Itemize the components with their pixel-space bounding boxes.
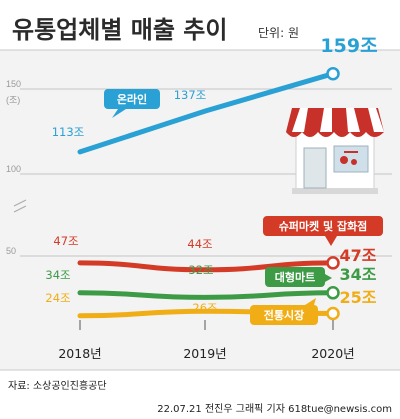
series-tag-label: 슈퍼마켓 및 잡화점: [279, 219, 368, 233]
series-tag-pointer: [325, 274, 332, 282]
data-label: 24조: [45, 291, 70, 305]
data-point: [326, 286, 340, 300]
credit-text: 22.07.21 전진우 그래픽 기자 618tue@newsis.com: [157, 403, 392, 415]
data-label: 137조: [174, 88, 207, 102]
data-label: 159조: [320, 35, 377, 57]
series-tag-pointer: [325, 236, 337, 246]
x-tick-label: 2020년: [311, 346, 354, 361]
series-tag-pointer: [305, 298, 316, 305]
series-tag-label: 대형마트: [275, 270, 315, 284]
series-line: [77, 290, 336, 300]
data-label: 25조: [340, 288, 377, 307]
data-label: 113조: [52, 125, 85, 139]
series-tag-label: 전통시장: [264, 308, 304, 322]
series-tag-box: [263, 216, 383, 236]
data-point: [326, 66, 340, 81]
axis-break: [13, 199, 27, 207]
series-tag-box: [250, 305, 318, 325]
data-label: 34조: [340, 265, 377, 284]
data-label: 26조: [192, 301, 217, 315]
y-unit-label: (조): [6, 95, 20, 105]
series-tag-box: [104, 89, 160, 109]
axis-break: [13, 205, 27, 213]
series-tag-box: [265, 267, 325, 287]
chart-title: 유통업체별 매출 추이: [12, 16, 227, 44]
store-icon: [286, 108, 384, 194]
y-tick-label: 50: [6, 246, 16, 256]
x-tick-label: 2018년: [58, 346, 101, 361]
data-label: 32조: [188, 263, 213, 277]
data-label: 34조: [45, 268, 70, 282]
series-tag-pointer: [112, 109, 126, 118]
series-line: [77, 71, 336, 155]
data-point: [326, 306, 340, 321]
y-tick-label: 150: [6, 79, 21, 89]
data-label: 47조: [340, 246, 377, 265]
series-tag-label: 온라인: [117, 92, 147, 106]
x-tick-label: 2019년: [183, 346, 226, 361]
y-tick-label: 100: [6, 164, 21, 174]
data-label: 44조: [187, 237, 212, 251]
data-label: 47조: [53, 234, 78, 248]
unit-label: 단위: 원: [258, 26, 299, 40]
source-text: 자료: 소상공인진흥공단: [8, 379, 107, 392]
series-line: [77, 260, 336, 273]
data-point: [326, 256, 340, 270]
